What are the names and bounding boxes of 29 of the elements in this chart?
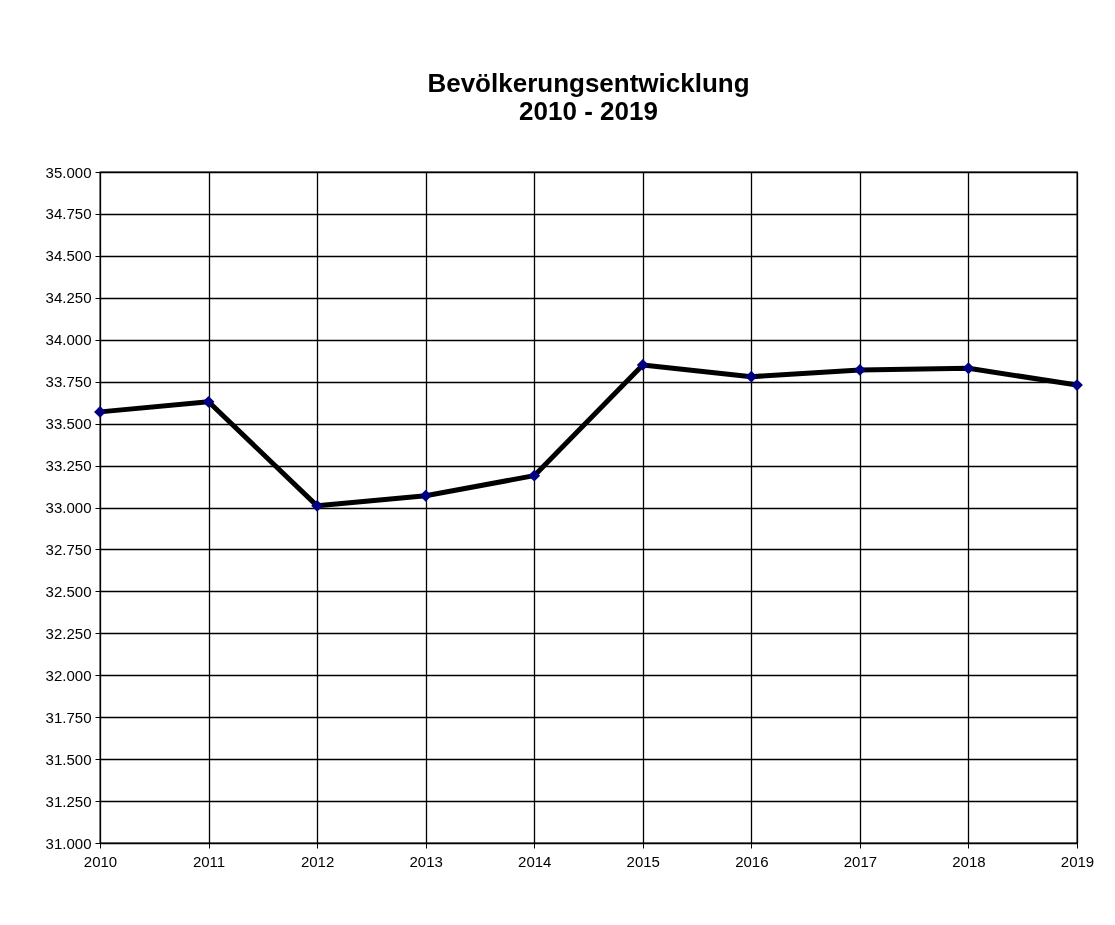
- y-tick-label: 34.000: [45, 331, 92, 349]
- y-tick-label: 32.500: [45, 582, 92, 600]
- x-tick-label: 2011: [192, 852, 226, 870]
- text: Bevölkerungsentwicklung: [427, 68, 750, 98]
- x-tick-label: 2017: [843, 852, 878, 870]
- y-tick-label: 32.250: [45, 624, 92, 642]
- y-tick-label: 33.000: [45, 499, 92, 516]
- y-tick-label: 34.750: [45, 205, 92, 223]
- x-tick-label: 2018: [952, 852, 986, 870]
- y-tick-label: 31.000: [45, 834, 92, 852]
- y-tick-label: 34.500: [45, 247, 92, 265]
- x-tick-label: 2012: [300, 852, 335, 870]
- text: 2010 - 2019: [519, 96, 658, 126]
- y-tick-label: 35.000: [45, 163, 92, 181]
- y-tick-label: 31.250: [45, 792, 92, 810]
- y-tick-label: 31.750: [45, 708, 92, 726]
- x-tick-label: 2014: [518, 852, 552, 870]
- y-tick-label: 34.250: [45, 289, 92, 307]
- y-tick-label: 33.250: [45, 457, 92, 475]
- y-tick-label: 33.500: [45, 415, 92, 433]
- x-tick-label: 2013: [409, 852, 443, 870]
- y-tick-label: 32.750: [45, 540, 92, 558]
- y-tick-label: 31.500: [45, 750, 92, 768]
- x-tick-label: 2019: [1060, 852, 1095, 870]
- y-tick-label: 33.750: [45, 373, 92, 391]
- x-tick-label: 2010: [83, 852, 118, 870]
- y-tick-label: 32.000: [45, 666, 92, 684]
- x-tick-label: 2016: [735, 852, 769, 870]
- x-tick-label: 2015: [626, 852, 660, 870]
